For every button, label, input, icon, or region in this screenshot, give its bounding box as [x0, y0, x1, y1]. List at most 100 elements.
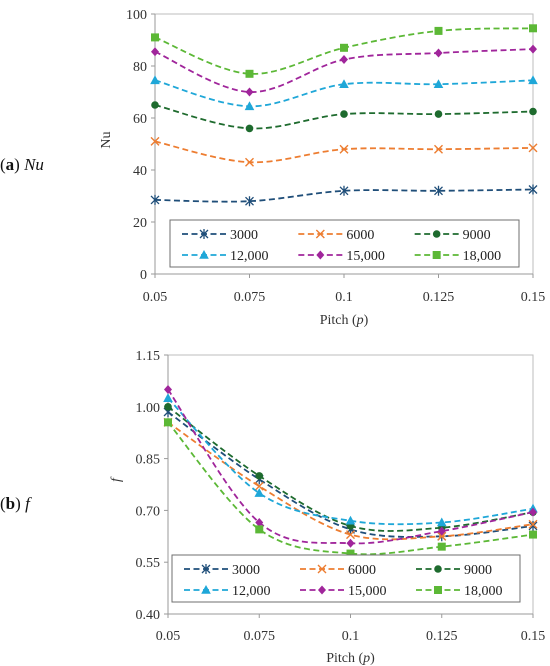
- x-axis-label-text: Pitch (: [326, 651, 363, 666]
- panel-label-symbol: f: [25, 494, 32, 513]
- series-9000: [151, 101, 537, 133]
- data-point: [339, 144, 349, 154]
- data-point: [433, 79, 444, 88]
- data-point: [345, 515, 356, 525]
- y-tick-label: 1.15: [136, 349, 161, 364]
- series-18000: [164, 418, 537, 558]
- data-point: [150, 194, 160, 205]
- chart-panel-b-f: 0.40 0.55 0.70 0.85 1.00 1.15 0.05 0.075 0.1 0.12…: [0, 349, 545, 666]
- x-tick-label: 0.05: [143, 290, 168, 305]
- data-point: [254, 488, 265, 497]
- data-point: [255, 525, 264, 534]
- y-axis-label: f: [109, 476, 124, 482]
- data-point: [434, 144, 443, 154]
- data-point: [245, 87, 254, 97]
- legend: 3000 6000 9000 12,000 15,000 18,000: [171, 554, 521, 603]
- x-tick-label: 0.075: [234, 290, 266, 305]
- legend-marker: [199, 229, 209, 239]
- y-tick-label: 0.70: [136, 504, 161, 519]
- y-tick-label: 0.40: [136, 608, 161, 623]
- legend-entry: 6000: [300, 563, 376, 578]
- legend-entry: 12,000: [184, 584, 271, 599]
- legend-marker: [318, 585, 326, 595]
- data-point: [434, 26, 443, 35]
- data-point: [434, 185, 443, 196]
- data-point: [529, 107, 537, 116]
- series-line: [167, 389, 534, 545]
- data-point: [529, 507, 537, 517]
- legend-label: 18,000: [463, 249, 502, 264]
- series-6000: [150, 136, 538, 167]
- data-point: [151, 101, 159, 109]
- x-tick-label: 0.075: [244, 629, 276, 644]
- data-point: [340, 55, 348, 64]
- data-point: [151, 47, 159, 57]
- legend-entry: 15,000: [298, 249, 385, 264]
- series-18000: [151, 24, 537, 78]
- y-tick-label: 100: [126, 8, 147, 23]
- data-point: [436, 517, 447, 527]
- data-point: [255, 472, 264, 480]
- x-axis-label-variable: p: [356, 313, 364, 328]
- data-point: [437, 531, 447, 541]
- panel-label: (b) f: [0, 494, 32, 513]
- panel-label-close: ): [15, 494, 25, 513]
- data-point: [164, 385, 172, 395]
- legend-label: 15,000: [348, 584, 387, 599]
- legend-entry: 9000: [414, 228, 491, 243]
- data-point: [164, 403, 172, 411]
- data-point: [164, 418, 172, 427]
- data-point: [254, 481, 264, 491]
- series-line: [154, 140, 534, 164]
- data-point: [346, 530, 355, 540]
- legend-label: 18,000: [464, 584, 503, 599]
- y-tick-label: 40: [133, 164, 147, 179]
- legend-marker: [316, 250, 325, 260]
- legend-marker: [317, 564, 327, 574]
- legend-entry: 18,000: [414, 249, 502, 264]
- legend-marker: [434, 565, 442, 573]
- x-axis-label: Pitch (p): [326, 651, 375, 666]
- legend-label: 9000: [463, 228, 491, 243]
- data-point: [150, 75, 160, 85]
- x-tick-label: 0.15: [521, 629, 546, 644]
- x-tick-label: 0.125: [423, 290, 455, 305]
- x-axis-label-close: ): [370, 651, 375, 666]
- legend-marker: [199, 250, 209, 259]
- data-point: [163, 393, 173, 402]
- legend-label: 12,000: [232, 584, 271, 599]
- legend-entry: 3000: [184, 563, 260, 578]
- y-axis-label: Nu: [99, 131, 114, 148]
- legend-label: 6000: [348, 563, 376, 578]
- legend-marker: [201, 564, 211, 574]
- legend-label: 9000: [464, 563, 492, 578]
- panel-label-symbol: Nu: [23, 155, 44, 174]
- y-tick-label: 80: [133, 60, 147, 75]
- panel-label-open: (: [0, 155, 6, 174]
- data-point: [151, 33, 159, 42]
- data-point: [339, 185, 349, 196]
- x-tick-label: 0.15: [521, 290, 546, 305]
- legend-entry: 3000: [182, 228, 258, 243]
- series-line: [167, 421, 534, 556]
- x-tick-label: 0.125: [426, 629, 458, 644]
- data-point: [528, 184, 538, 195]
- legend-entry: 9000: [416, 563, 492, 578]
- legend-label: 3000: [232, 563, 260, 578]
- x-axis-label-variable: p: [362, 651, 370, 666]
- data-point: [245, 69, 254, 78]
- y-tick-label: 0.55: [136, 556, 161, 571]
- data-point: [528, 143, 538, 153]
- data-point: [340, 110, 348, 118]
- x-axis-label: Pitch (p): [320, 313, 369, 328]
- data-point: [528, 75, 538, 85]
- data-point: [244, 101, 255, 111]
- y-tick-label: 60: [133, 112, 147, 127]
- data-point: [346, 538, 355, 548]
- data-point: [528, 520, 538, 531]
- x-axis-label-text: Pitch (: [320, 313, 357, 328]
- data-point: [255, 517, 264, 527]
- legend-marker: [434, 586, 442, 594]
- panel-label-close: ): [14, 155, 24, 174]
- y-tick-label: 20: [133, 216, 147, 231]
